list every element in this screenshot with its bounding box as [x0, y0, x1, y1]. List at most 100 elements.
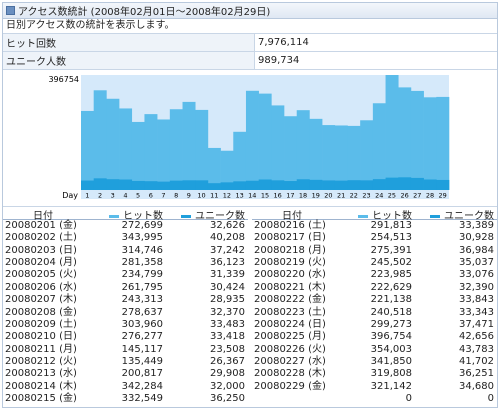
- daily-unique: 36,123: [210, 257, 245, 269]
- daily-date: 20080211 (月): [5, 343, 77, 355]
- x-tick-label: 1: [85, 192, 89, 200]
- daily-row: 20080222 (金) 221,138 33,843: [252, 294, 497, 306]
- hits-bar: [169, 109, 183, 190]
- unique-bar: [182, 180, 196, 190]
- hits-bar: [258, 93, 272, 190]
- hits-bar: [182, 101, 196, 190]
- daily-row: 20080219 (火) 245,502 35,037: [252, 257, 497, 269]
- daily-unique: 32,390: [459, 281, 494, 293]
- y-max-label: 396754: [48, 75, 79, 84]
- daily-hits: 314,746: [121, 244, 163, 256]
- daily-unique: 33,418: [210, 331, 245, 343]
- daily-row: 20080212 (火) 135,449 26,367: [3, 356, 248, 368]
- daily-date: 20080204 (月): [5, 257, 77, 269]
- daily-unique: 32,370: [210, 306, 245, 318]
- unique-bar: [169, 180, 183, 190]
- daily-row: 20080224 (日) 299,273 37,471: [252, 319, 497, 331]
- daily-hits: 135,449: [121, 355, 163, 367]
- daily-row: 20080220 (水) 223,985 33,076: [252, 269, 497, 281]
- summary-value: 989,734: [254, 51, 497, 70]
- hits-bar: [423, 97, 437, 190]
- daily-row: 20080221 (木) 222,629 32,390: [252, 282, 497, 294]
- daily-date: 20080226 (火): [254, 343, 326, 355]
- summary-table: ヒット回数 7,976,114 ユニーク人数 989,734: [3, 34, 497, 70]
- unique-bar: [119, 179, 133, 190]
- daily-unique: 29,908: [210, 368, 245, 380]
- daily-date: 20080215 (金): [5, 393, 77, 405]
- daily-row: 20080209 (土) 303,960 33,483: [3, 319, 248, 331]
- daily-date: 20080216 (土): [254, 220, 326, 231]
- unique-bar: [271, 180, 285, 190]
- x-tick-label: 9: [187, 192, 191, 200]
- unique-bar: [81, 180, 94, 190]
- unique-bar: [360, 180, 374, 190]
- unique-bar: [436, 179, 450, 190]
- hits-bar: [93, 90, 107, 190]
- x-axis-band: [81, 190, 449, 199]
- header-hits-label: ヒット数: [372, 211, 412, 222]
- daily-date: 20080208 (金): [5, 306, 77, 318]
- daily-unique: 33,843: [459, 294, 494, 306]
- x-axis-title: Day: [62, 191, 78, 200]
- x-tick-label: 10: [197, 192, 205, 200]
- x-tick-label: 29: [439, 192, 447, 200]
- daily-unique: 28,935: [210, 294, 245, 306]
- daily-hits: 222,629: [370, 281, 412, 293]
- daily-row: 20080207 (木) 243,313 28,935: [3, 294, 248, 306]
- daily-unique: 36,984: [459, 244, 494, 256]
- daily-unique: 26,367: [210, 355, 245, 367]
- daily-date: 20080207 (木): [5, 294, 77, 306]
- x-tick-label: 28: [426, 192, 434, 200]
- unique-bar: [284, 181, 298, 190]
- header-unique: ユニーク数: [414, 207, 496, 222]
- daily-hits: 243,313: [121, 294, 163, 306]
- daily-unique: 34,680: [459, 380, 494, 392]
- hits-bar: [81, 110, 94, 190]
- daily-row: 20080223 (土) 240,518 33,343: [252, 307, 497, 319]
- unique-bar: [258, 179, 272, 190]
- daily-header: 日付 ヒット数 ユニーク数: [3, 207, 248, 222]
- daily-row: 20080202 (土) 343,995 40,208: [3, 232, 248, 244]
- hits-bar: [372, 103, 386, 190]
- x-tick-label: 20: [324, 192, 332, 200]
- daily-hits: 342,284: [121, 380, 163, 392]
- x-tick-label: 7: [161, 192, 165, 200]
- x-tick-label: 2: [98, 192, 102, 200]
- hits-bar: [309, 118, 323, 190]
- daily-hits: 276,277: [121, 331, 163, 343]
- hits-legend-marker: [358, 214, 368, 218]
- x-tick-label: 8: [174, 192, 178, 200]
- daily-row: 20080203 (日) 314,746 37,242: [3, 245, 248, 257]
- daily-row: 20080204 (月) 281,358 36,123: [3, 257, 248, 269]
- unique-bar: [207, 183, 221, 190]
- daily-unique: 33,076: [459, 269, 494, 281]
- unique-bar: [144, 181, 158, 190]
- x-tick-label: 16: [274, 192, 282, 200]
- panel-title: アクセス数統計 (2008年02月01日～2008年02月29日): [18, 7, 271, 18]
- daily-header: 日付 ヒット数 ユニーク数: [252, 207, 497, 222]
- unique-bar: [296, 179, 310, 190]
- x-tick-label: 21: [337, 192, 345, 200]
- daily-unique: 35,037: [459, 257, 494, 269]
- daily-hits: 240,518: [370, 306, 412, 318]
- daily-unique: 33,343: [459, 306, 494, 318]
- hits-bar: [131, 121, 145, 190]
- daily-row: 20080227 (水) 341,850 41,702: [252, 356, 497, 368]
- daily-row: 20080213 (水) 200,817 29,908: [3, 368, 248, 380]
- hits-bar: [233, 131, 247, 190]
- daily-unique: 32,000: [210, 380, 245, 392]
- daily-hits: 234,799: [121, 269, 163, 281]
- hits-bar: [347, 125, 361, 190]
- unique-bar: [131, 180, 145, 190]
- daily-date: [252, 393, 332, 405]
- summary-label: ユニーク人数: [3, 51, 255, 70]
- daily-date: 20080225 (月): [254, 331, 326, 343]
- daily-row: 20080217 (日) 254,513 30,928: [252, 232, 497, 244]
- x-tick-label: 23: [362, 192, 370, 200]
- daily-date: 20080210 (日): [5, 331, 77, 343]
- daily-column-left: 日付 ヒット数 ユニーク数 20080201 (金) 272,699 32,626 2…: [3, 207, 248, 405]
- daily-hits: 278,637: [121, 306, 163, 318]
- daily-date: 20080223 (土): [254, 306, 326, 318]
- hits-bar: [360, 120, 374, 190]
